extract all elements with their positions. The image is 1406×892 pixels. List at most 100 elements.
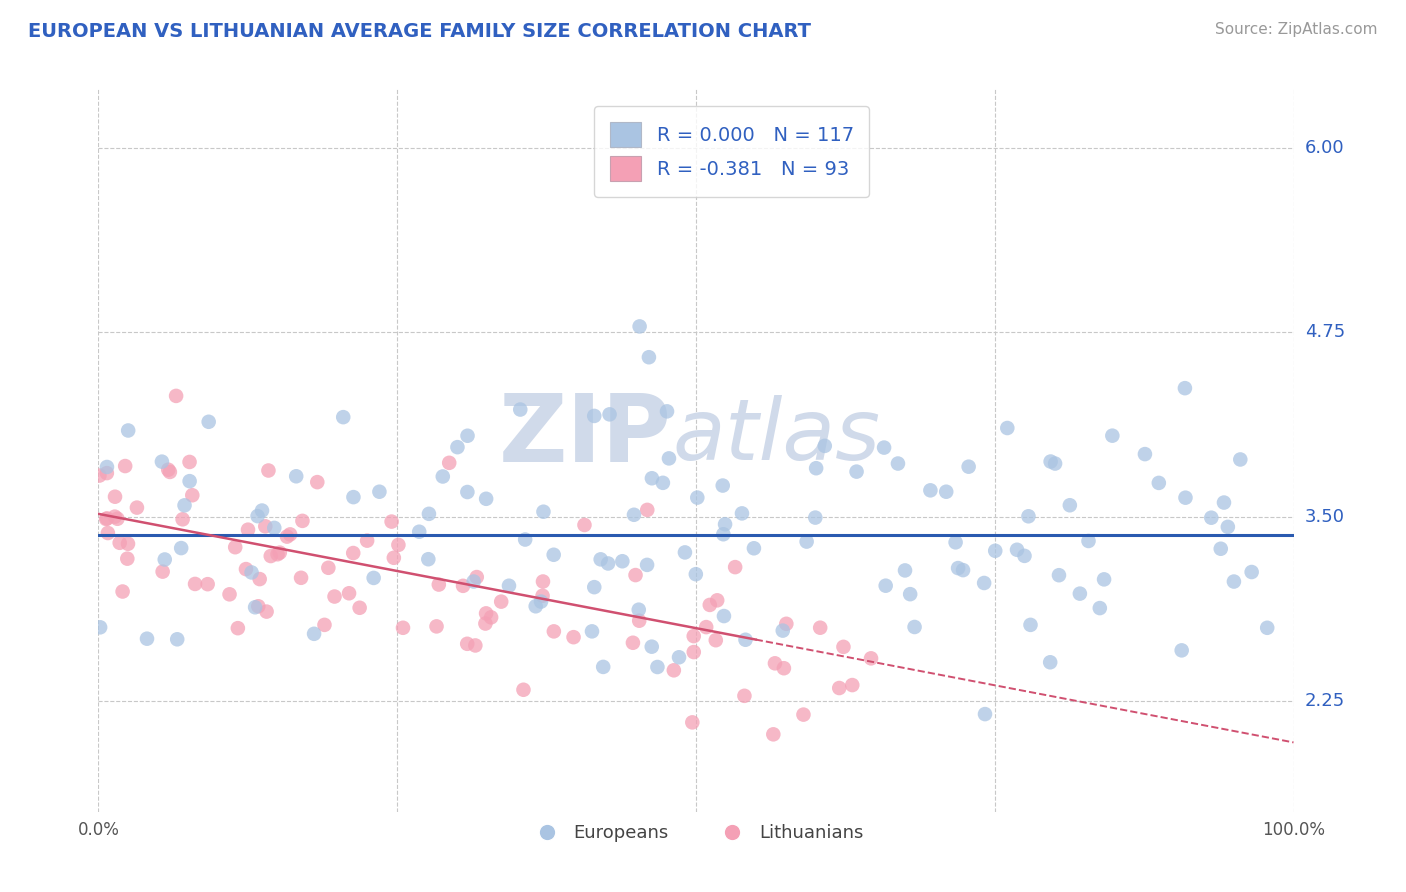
- Point: [724, 560, 747, 574]
- Point: [479, 610, 502, 624]
- Point: [704, 633, 727, 648]
- Point: [157, 463, 180, 477]
- Point: [668, 650, 690, 665]
- Point: [172, 512, 194, 526]
- Point: [1147, 475, 1170, 490]
- Point: [772, 624, 794, 638]
- Point: [742, 541, 765, 556]
- Point: [543, 624, 565, 639]
- Point: [104, 509, 127, 524]
- Point: [1077, 533, 1099, 548]
- Point: [706, 593, 728, 607]
- Point: [108, 536, 131, 550]
- Point: [763, 657, 786, 671]
- Point: [873, 441, 896, 455]
- Point: [456, 637, 478, 651]
- Point: [589, 552, 612, 566]
- Point: [957, 459, 980, 474]
- Point: [457, 429, 479, 443]
- Point: [104, 490, 127, 504]
- Point: [592, 660, 614, 674]
- Point: [1005, 542, 1028, 557]
- Point: [651, 475, 673, 490]
- Point: [236, 523, 259, 537]
- Point: [173, 499, 195, 513]
- Text: 4.75: 4.75: [1305, 324, 1346, 342]
- Point: [263, 521, 285, 535]
- Point: [432, 469, 454, 483]
- Point: [995, 421, 1018, 435]
- Point: [583, 409, 606, 423]
- Point: [285, 469, 308, 483]
- Point: [114, 458, 136, 473]
- Point: [685, 567, 707, 582]
- Point: [599, 408, 621, 422]
- Point: [256, 605, 278, 619]
- Point: [246, 509, 269, 524]
- Point: [240, 566, 263, 580]
- Point: [475, 607, 498, 621]
- Point: [531, 574, 554, 589]
- Point: [368, 484, 391, 499]
- Point: [266, 547, 288, 561]
- Point: [342, 490, 364, 504]
- Point: [1069, 586, 1091, 600]
- Point: [382, 550, 405, 565]
- Point: [302, 627, 325, 641]
- Point: [828, 681, 851, 695]
- Point: [762, 727, 785, 741]
- Point: [562, 630, 585, 644]
- Point: [1039, 454, 1062, 468]
- Point: [623, 508, 645, 522]
- Point: [1133, 447, 1156, 461]
- Point: [875, 579, 897, 593]
- Point: [845, 465, 868, 479]
- Point: [636, 503, 658, 517]
- Point: [464, 639, 486, 653]
- Point: [713, 609, 735, 624]
- Point: [323, 590, 346, 604]
- Point: [903, 620, 925, 634]
- Point: [1092, 573, 1115, 587]
- Point: [945, 535, 967, 549]
- Point: [465, 570, 488, 584]
- Point: [243, 600, 266, 615]
- Point: [249, 572, 271, 586]
- Point: [332, 410, 354, 425]
- Point: [1240, 565, 1263, 579]
- Point: [125, 500, 148, 515]
- Point: [260, 549, 283, 563]
- Point: [1043, 457, 1066, 471]
- Point: [662, 663, 685, 677]
- Point: [974, 707, 997, 722]
- Point: [682, 629, 704, 643]
- Point: [647, 660, 669, 674]
- Text: EUROPEAN VS LITHUANIAN AVERAGE FAMILY SIZE CORRELATION CHART: EUROPEAN VS LITHUANIAN AVERAGE FAMILY SI…: [28, 22, 811, 41]
- Point: [451, 579, 474, 593]
- Point: [887, 457, 910, 471]
- Point: [392, 621, 415, 635]
- Point: [898, 587, 921, 601]
- Point: [291, 514, 314, 528]
- Point: [1101, 428, 1123, 442]
- Point: [184, 577, 207, 591]
- Point: [714, 517, 737, 532]
- Point: [166, 632, 188, 647]
- Point: [418, 552, 440, 566]
- Point: [808, 621, 831, 635]
- Point: [235, 562, 257, 576]
- Point: [1216, 520, 1239, 534]
- Point: [250, 503, 273, 517]
- Point: [1059, 498, 1081, 512]
- Point: [1088, 601, 1111, 615]
- Point: [734, 632, 756, 647]
- Point: [381, 515, 404, 529]
- Point: [337, 586, 360, 600]
- Point: [111, 584, 134, 599]
- Text: 3.50: 3.50: [1305, 508, 1344, 525]
- Point: [89, 620, 111, 634]
- Point: [363, 571, 385, 585]
- Point: [581, 624, 603, 639]
- Point: [624, 568, 647, 582]
- Point: [408, 524, 430, 539]
